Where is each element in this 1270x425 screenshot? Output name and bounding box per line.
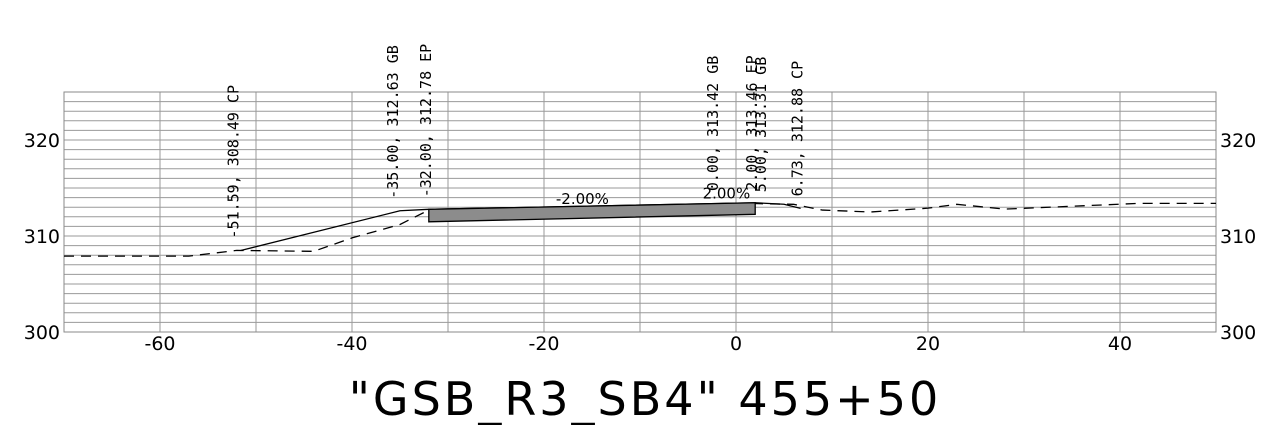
x-tick-label: 40	[1108, 333, 1132, 355]
slope-label: 2.00%	[703, 184, 751, 202]
slope-label: -2.00%	[556, 190, 609, 208]
y-tick-label-right: 310	[1220, 226, 1256, 248]
y-tick-label-left: 310	[24, 226, 60, 248]
point-label: 2.00, 313.46 EP	[743, 55, 761, 190]
y-tick-label-right: 320	[1220, 130, 1256, 152]
point-labels: -51.59, 308.49 CP -35.00, 312.63 GB -32.00…	[225, 44, 807, 239]
y-tick-label-right: 300	[1220, 322, 1256, 344]
y-axis-ticks: 320 320 310 310 300 300	[24, 130, 1257, 344]
y-tick-label-left: 300	[24, 322, 60, 344]
point-label: -32.00, 312.78 EP	[417, 44, 435, 198]
pavement-section	[428, 202, 756, 223]
section-title: "GSB_R3_SB4" 455+50	[349, 372, 941, 425]
x-tick-label: -60	[144, 333, 175, 355]
x-tick-label: 0	[730, 333, 742, 355]
point-label: 6.73, 312.88 CP	[789, 61, 807, 196]
slope-labels: -2.00% 2.00%	[556, 184, 750, 208]
profiles	[64, 202, 1216, 257]
point-label: 5.00, 313.31 GB	[752, 57, 770, 192]
x-tick-label: -40	[336, 333, 367, 355]
point-label: -51.59, 308.49 CP	[225, 85, 243, 239]
x-tick-label: -20	[528, 333, 559, 355]
x-axis-ticks: -60 -40 -20 0 20 40	[144, 333, 1132, 355]
y-tick-label-left: 320	[24, 130, 60, 152]
point-label: 0.00, 313.42 GB	[704, 56, 722, 191]
grid-frame	[63, 91, 1217, 333]
x-tick-label: 20	[916, 333, 940, 355]
point-label: -35.00, 312.63 GB	[384, 45, 402, 199]
